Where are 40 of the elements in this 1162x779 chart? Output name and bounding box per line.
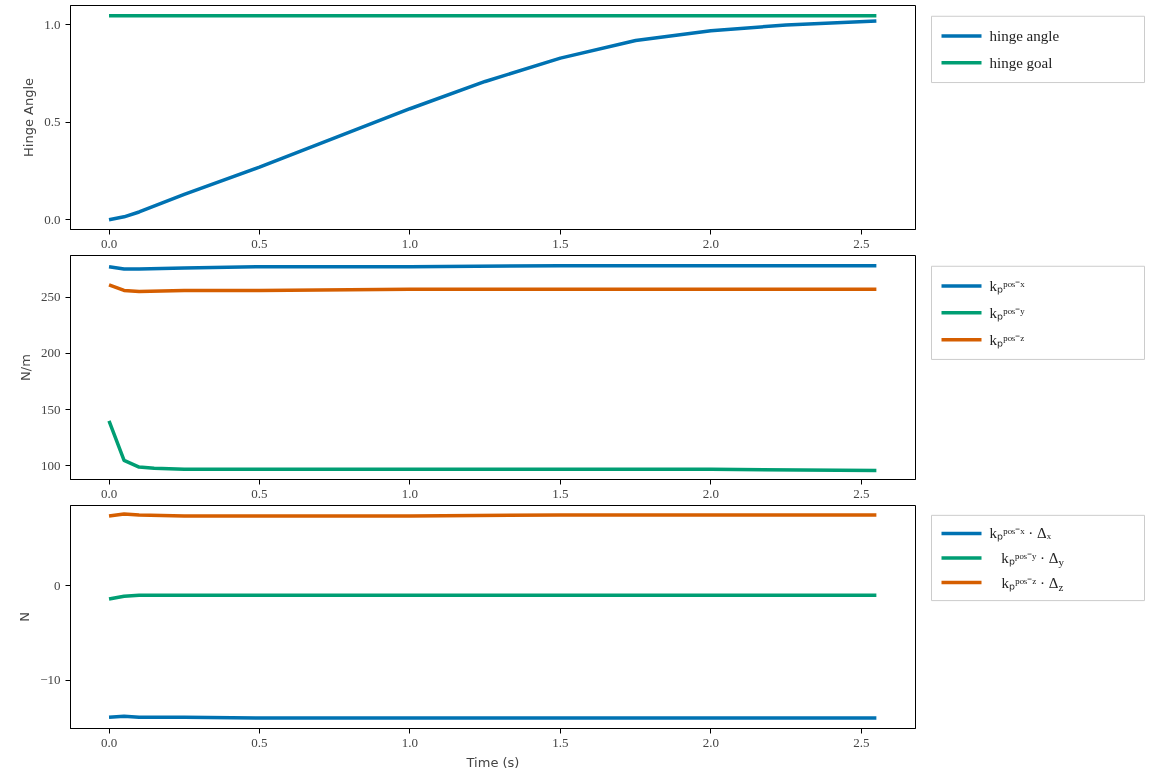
x-tick-label: 0.5 bbox=[251, 485, 268, 501]
legend-label: kₚᵖᵒˢ⁻ʸ bbox=[989, 304, 1026, 322]
y-tick-label: 0 bbox=[54, 577, 61, 593]
y-tick-label: 1.0 bbox=[44, 16, 61, 32]
x-tick-label: 0.0 bbox=[100, 235, 118, 251]
legend-label: hinge angle bbox=[989, 27, 1060, 44]
x-tick-label: 1.5 bbox=[552, 734, 569, 750]
y-tick-label: 0.5 bbox=[44, 114, 61, 130]
x-tick-label: 2.0 bbox=[702, 235, 719, 251]
legend-label: kₚᵖᵒˢ⁻ˣ bbox=[989, 277, 1026, 295]
y-tick-label: 200 bbox=[41, 345, 61, 361]
y-tick-label: 0.0 bbox=[44, 211, 61, 227]
x-tick-label: 1.5 bbox=[552, 485, 569, 501]
y-axis-title: N/m bbox=[18, 354, 33, 381]
x-tick-label: 1.5 bbox=[552, 235, 569, 251]
x-tick-label: 0.0 bbox=[100, 485, 118, 501]
x-tick-label: 1.0 bbox=[401, 235, 419, 251]
y-axis-title: N bbox=[17, 612, 33, 622]
legend-label: hinge goal bbox=[989, 54, 1053, 71]
x-axis-title: Time (s) bbox=[465, 754, 520, 770]
x-tick-label: 2.0 bbox=[702, 485, 719, 501]
x-tick-label: 1.0 bbox=[401, 485, 419, 501]
line-series bbox=[107, 19, 879, 222]
y-tick-label: 250 bbox=[41, 289, 61, 305]
y-axis-title: Hinge Angle bbox=[21, 77, 37, 157]
x-tick-label: 2.5 bbox=[853, 235, 870, 251]
x-tick-label: 1.0 bbox=[401, 734, 419, 750]
x-tick-label: 2.0 bbox=[702, 734, 719, 750]
line-series bbox=[107, 283, 879, 294]
x-tick-label: 2.5 bbox=[853, 734, 870, 750]
x-tick-label: 0.5 bbox=[251, 734, 268, 750]
y-tick-label: 150 bbox=[41, 401, 61, 417]
legend-label: kₚᵖᵒˢ⁻ˣ · Δₓ bbox=[989, 525, 1052, 543]
legend-label: kₚᵖᵒˢ⁻ᶻ bbox=[989, 331, 1025, 349]
y-tick-label: 100 bbox=[41, 457, 61, 473]
y-tick-label: −10 bbox=[40, 672, 61, 688]
line-series bbox=[107, 419, 879, 473]
x-tick-label: 0.0 bbox=[100, 734, 118, 750]
x-tick-label: 0.5 bbox=[251, 235, 268, 251]
x-tick-label: 2.5 bbox=[853, 485, 870, 501]
